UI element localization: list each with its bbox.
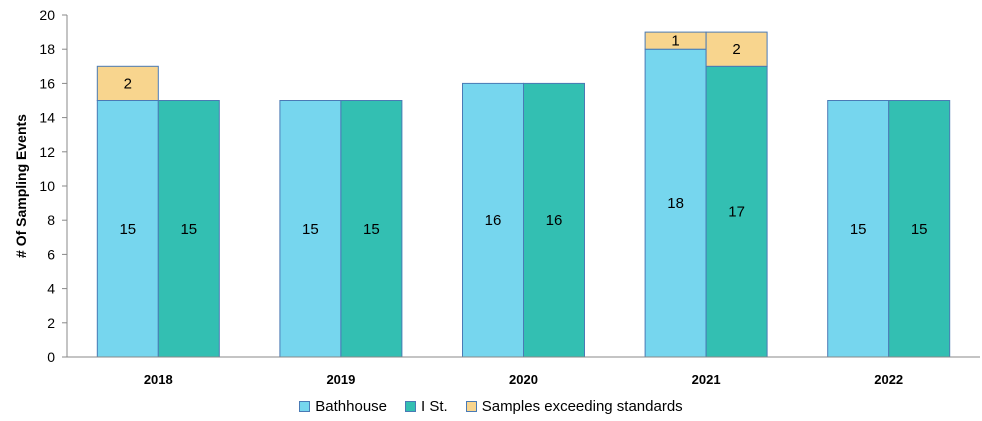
x-tick-label: 2021 xyxy=(692,372,721,387)
bar-bathhouse-2022 xyxy=(827,100,890,358)
legend: Bathhouse I St. Samples exceeding standa… xyxy=(0,398,982,415)
x-tick-label: 2019 xyxy=(326,372,355,387)
bar-exceeding-i-st--2021 xyxy=(705,31,768,67)
legend-label-i-st: I St. xyxy=(421,398,448,415)
y-tick-label: 16 xyxy=(39,75,55,91)
y-tick-label: 4 xyxy=(47,281,55,297)
y-tick-label: 2 xyxy=(47,315,55,331)
legend-label-exceeding: Samples exceeding standards xyxy=(481,398,683,415)
data-label: 15 xyxy=(119,221,136,238)
y-tick-label: 18 xyxy=(39,41,55,57)
y-tick-label: 12 xyxy=(39,144,55,160)
data-label: 16 xyxy=(546,212,563,229)
bar-bathhouse-2018 xyxy=(96,100,159,358)
x-tick-label: 2020 xyxy=(509,372,538,387)
legend-item-i-st: I St. xyxy=(405,398,448,415)
data-label: 15 xyxy=(911,221,928,238)
y-axis-title: # Of Sampling Events xyxy=(13,114,29,258)
legend-swatch-bathhouse xyxy=(299,401,311,412)
bar-bathhouse-2020 xyxy=(462,82,524,358)
bar-exceeding-bathhouse-2018 xyxy=(96,65,159,102)
data-label: 15 xyxy=(180,221,197,238)
data-label: 17 xyxy=(728,204,745,221)
legend-item-exceeding: Samples exceeding standards xyxy=(465,398,683,415)
data-label: 15 xyxy=(850,221,867,238)
data-label-exceeding: 2 xyxy=(732,41,740,58)
y-tick-label: 10 xyxy=(39,178,55,194)
data-label: 15 xyxy=(363,221,380,238)
legend-label-bathhouse: Bathhouse xyxy=(315,398,388,415)
y-tick-label: 0 xyxy=(47,349,55,365)
bar-i-st--2021 xyxy=(705,65,768,358)
x-tick-label: 2022 xyxy=(874,372,903,387)
bar-i-st--2019 xyxy=(340,100,403,358)
y-tick-label: 8 xyxy=(47,212,55,228)
bar-i-st--2018 xyxy=(157,100,220,358)
y-tick-label: 14 xyxy=(39,110,55,126)
y-tick-label: 6 xyxy=(47,246,55,262)
data-label-exceeding: 1 xyxy=(671,33,679,50)
bars-group: 15 2 15 15 15 16 16 18 1 17 2 15 15 xyxy=(96,31,951,358)
x-axis-labels: 2018 2019 2020 2021 2022 xyxy=(144,372,903,387)
bar-bathhouse-2019 xyxy=(279,100,342,358)
legend-swatch-exceeding xyxy=(465,401,477,412)
bar-i-st--2020 xyxy=(523,82,585,358)
y-tick-label: 20 xyxy=(39,7,55,23)
bar-i-st--2022 xyxy=(888,100,951,358)
x-tick-label: 2018 xyxy=(144,372,173,387)
data-label-exceeding: 2 xyxy=(124,75,132,92)
data-label: 16 xyxy=(485,212,502,229)
legend-swatch-i-st xyxy=(405,401,417,412)
data-label: 15 xyxy=(302,221,319,238)
data-label: 18 xyxy=(667,195,684,212)
y-axis-ticks: 0 2 4 6 8 10 12 14 16 18 20 xyxy=(39,7,67,365)
legend-item-bathhouse: Bathhouse xyxy=(299,398,387,415)
